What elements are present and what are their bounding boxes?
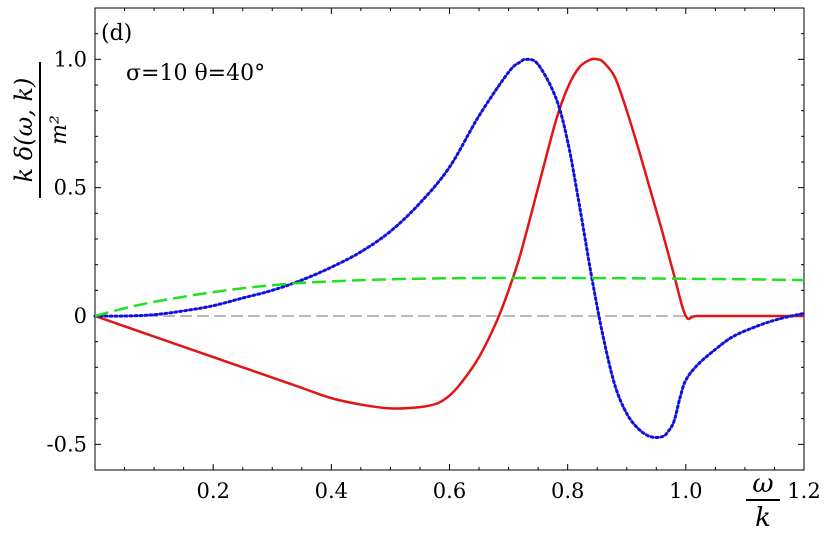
y-axis-label: k δ(ω, k) m² <box>10 62 72 198</box>
parameter-label: σ=10 θ=40° <box>126 61 265 86</box>
x-tick-label: 0.2 <box>196 479 229 503</box>
y-tick-label: 1.0 <box>54 47 87 71</box>
series-line-dotted <box>93 57 806 439</box>
x-tick-label: 0.4 <box>315 479 348 503</box>
y-tick-label: 0 <box>74 304 87 328</box>
series-layer <box>93 57 806 439</box>
x-axis-label-denominator: k <box>755 503 771 533</box>
x-axis-label: ω k <box>746 469 780 533</box>
x-tick-label: 1.2 <box>787 479 820 503</box>
y-axis-label-numerator: k δ(ω, k) <box>10 78 38 183</box>
panel-label: (d) <box>101 21 132 46</box>
series-line-solid <box>94 57 804 410</box>
y-tick-label: 0.5 <box>54 176 87 200</box>
y-axis-label-denominator: m² <box>47 115 72 145</box>
x-tick-label: 0.6 <box>433 479 466 503</box>
x-tick-label: 0.8 <box>551 479 584 503</box>
y-tick-label: -0.5 <box>47 432 88 456</box>
x-tick-label: 1.0 <box>669 479 702 503</box>
ticks: 0.2 0.4 0.6 0.8 1.0 1.2 -0.5 0 0.5 1.0 <box>47 7 821 503</box>
series-line-dashed <box>94 276 805 318</box>
x-axis-label-numerator: ω <box>752 469 773 499</box>
